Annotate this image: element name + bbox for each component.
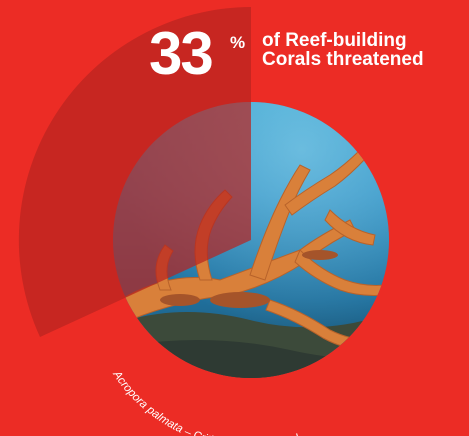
statistic-description: of Reef-building Corals threatened (262, 31, 424, 69)
statistic-unit: % (230, 33, 246, 52)
species-name: Acropora palmata (110, 368, 185, 436)
statistic: 33 % (149, 20, 245, 87)
percentage-wedge (18, 7, 251, 337)
conservation-status: – Critically Endangered (180, 425, 301, 436)
species-caption: Acropora palmata – Critically Endangered (110, 368, 301, 436)
description-line-1: of Reef-building (262, 30, 407, 51)
statistic-value: 33 (149, 20, 214, 87)
description-line-2: Corals threatened (262, 49, 424, 70)
